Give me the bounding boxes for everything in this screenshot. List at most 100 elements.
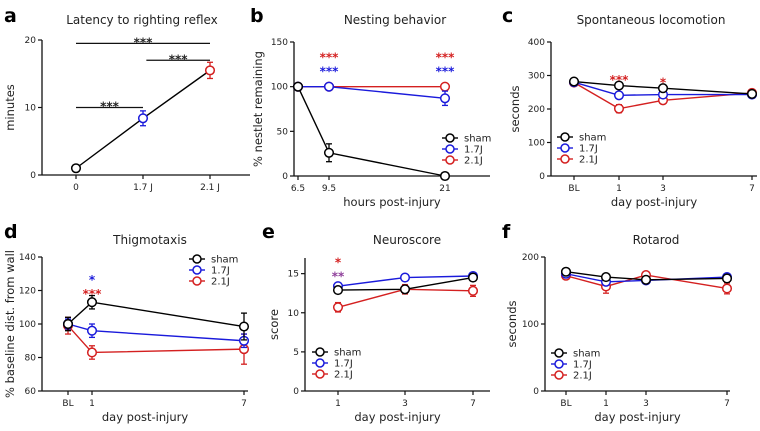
y-tick-label: 150 [271, 38, 288, 48]
series-sham [62, 294, 250, 341]
y-tick-label: 20 [25, 36, 37, 46]
panel-label: a [4, 5, 17, 27]
data-point [613, 90, 625, 101]
panel-label: d [4, 221, 18, 243]
data-point [721, 273, 733, 284]
legend-marker [315, 358, 325, 368]
panel-d: d Thigmotaxis 60 80 100 120 140 BL 1 7 % baseline … [3, 221, 250, 424]
panel-label: b [250, 5, 264, 27]
y-tick-label: 0 [282, 172, 288, 182]
panel-a: a Latency to righting reflex 0 10 20 0 1.7 J 2.… [3, 5, 250, 193]
data-point [613, 80, 625, 91]
x-tick-label: 1 [603, 399, 609, 409]
chart-title: Nesting behavior [344, 13, 446, 27]
x-tick-label: BL [62, 399, 73, 409]
series-line [298, 85, 446, 99]
panel-e: e Neuroscore 0 5 10 15 1 3 7 score day post-injury… [262, 221, 490, 424]
legend-label: 2.1J [579, 155, 598, 166]
legend-label: 2.1J [573, 371, 592, 382]
y-tick-label: 0 [30, 171, 36, 181]
series-1.7J [292, 81, 451, 107]
x-axis-label: day post-injury [102, 410, 188, 424]
legend-label: 1.7J [579, 144, 598, 155]
data-point [399, 284, 411, 295]
series-line [573, 80, 753, 95]
x-tick-label: 2.1 J [200, 183, 220, 193]
legend-item-sham: sham [312, 347, 361, 359]
series-2 [204, 61, 216, 80]
series-line [573, 81, 753, 110]
y-tick-label: 200 [522, 253, 539, 263]
series-sham [292, 81, 451, 182]
significance-stars: * [660, 76, 667, 90]
data-point [640, 274, 652, 285]
data-point [86, 347, 98, 358]
series-line [565, 271, 728, 281]
significance-stars: *** [436, 51, 456, 65]
data-point [399, 272, 411, 283]
y-tick-label: 100 [522, 320, 539, 330]
data-point [439, 170, 451, 182]
significance-stars: *** [100, 100, 120, 114]
legend-marker [192, 265, 202, 275]
legend-marker [560, 132, 570, 142]
legend-item-1.7J: 1.7J [557, 143, 598, 155]
x-axis-label: day post-injury [611, 195, 697, 209]
significance-stars: *** [610, 73, 630, 87]
legend-marker [560, 143, 570, 153]
y-axis-label: seconds [508, 85, 522, 132]
x-tick-label: 9.5 [322, 184, 336, 194]
x-tick-label: 1 [89, 399, 95, 409]
data-point [137, 113, 149, 124]
significance-stars: ** [332, 269, 345, 283]
x-tick-label: 7 [241, 399, 247, 409]
x-tick-label: 3 [402, 399, 408, 409]
legend-label: sham [211, 255, 238, 266]
legend-label: sham [334, 348, 361, 359]
legend-item-1.7J: 1.7J [551, 359, 592, 371]
significance-stars: *** [320, 65, 340, 79]
y-tick-label: 100 [528, 139, 545, 149]
data-point [721, 283, 733, 294]
data-point [467, 272, 479, 283]
x-axis-label: day post-injury [594, 410, 680, 424]
legend-label: 1.7J [573, 360, 592, 371]
legend-item-1.7J: 1.7J [189, 265, 230, 277]
data-point [467, 285, 479, 296]
legend-label: 2.1J [211, 277, 230, 288]
significance-stars: *** [134, 35, 154, 49]
data-point [323, 81, 335, 92]
panel-label: e [262, 221, 275, 243]
y-tick-label: 50 [277, 127, 289, 137]
legend-label: 1.7J [211, 266, 230, 277]
panel-label: f [502, 221, 511, 243]
y-tick-label: 100 [19, 320, 36, 330]
legend-label: sham [464, 134, 491, 145]
significance-stars: * [335, 255, 342, 269]
x-tick-label: 7 [724, 399, 730, 409]
x-tick-label: 3 [660, 184, 666, 194]
y-tick-label: 200 [528, 105, 545, 115]
y-tick-label: 60 [25, 387, 37, 397]
x-tick-label: 1 [335, 399, 341, 409]
x-tick-label: 1.7 J [133, 183, 153, 193]
x-tick-label: 21 [439, 184, 450, 194]
significance-stars: *** [320, 51, 340, 65]
legend-marker [315, 347, 325, 357]
legend-marker [445, 144, 455, 154]
chart-title: Rotarod [633, 233, 680, 247]
y-axis-label: % nestlet remaining [251, 51, 265, 167]
chart-title: Neuroscore [373, 233, 441, 247]
x-tick-label: 0 [73, 183, 79, 193]
data-point [238, 321, 250, 332]
y-tick-label: 0 [533, 387, 539, 397]
legend-item-sham: sham [189, 254, 238, 266]
y-tick-label: 10 [288, 309, 300, 319]
y-tick-label: 10 [25, 104, 37, 114]
legend-label: sham [573, 349, 600, 360]
